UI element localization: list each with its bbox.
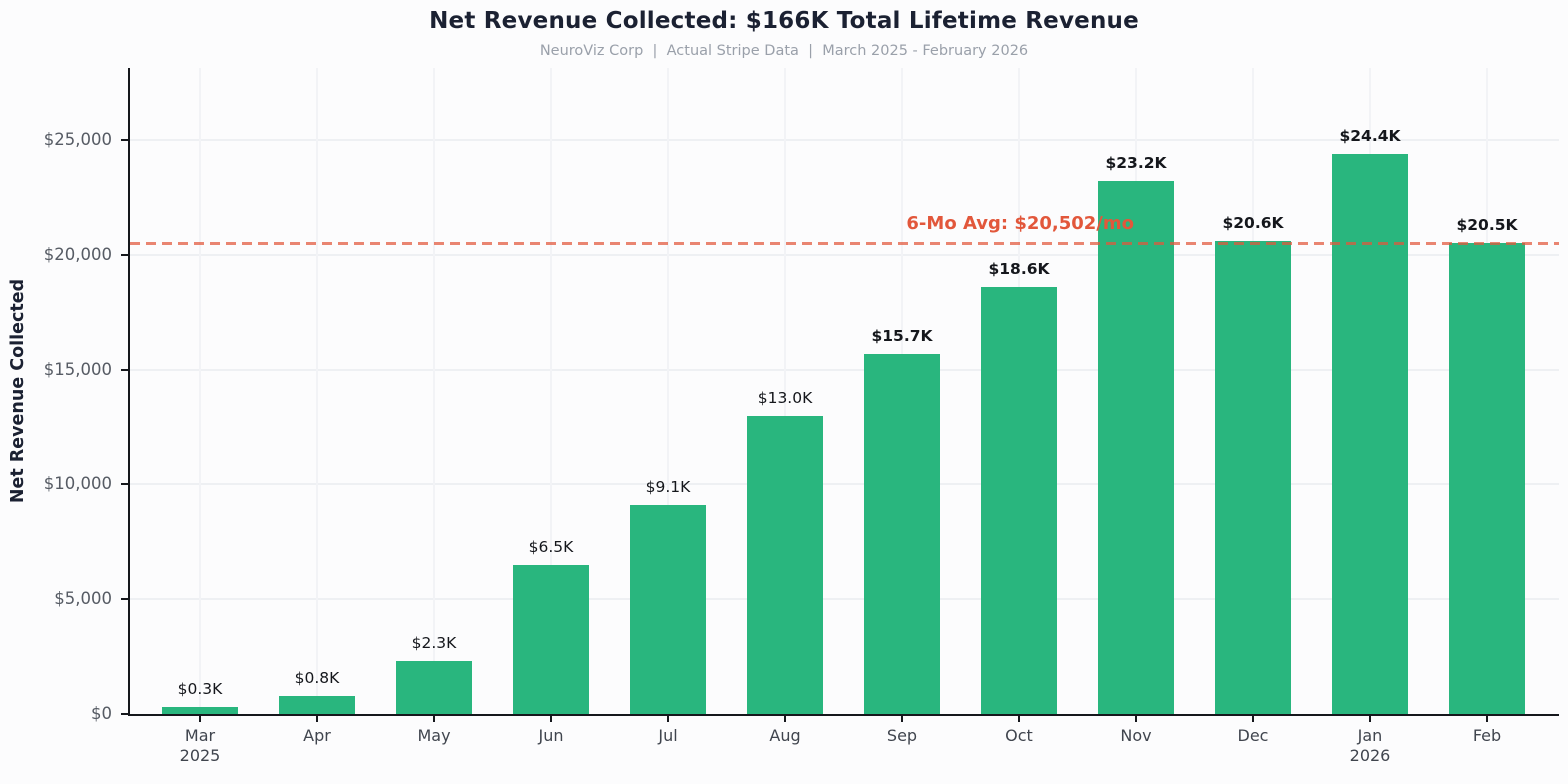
- revenue-bar: [513, 564, 589, 714]
- revenue-bar: [396, 661, 472, 714]
- vertical-gridline: [433, 68, 435, 714]
- revenue-bar: [1098, 181, 1174, 714]
- x-tick-year-sublabel: 2026: [1349, 745, 1391, 765]
- y-axis-tick: [121, 598, 129, 601]
- bar-value-label: $20.5K: [1456, 216, 1518, 235]
- y-tick-label: $5,000: [54, 589, 112, 609]
- y-axis-tick: [121, 713, 129, 715]
- vertical-gridline: [199, 68, 201, 714]
- bar-value-label: $6.5K: [528, 537, 574, 556]
- x-tick-label: Jan 2026: [1312, 726, 1428, 765]
- revenue-bar: [1215, 241, 1291, 714]
- revenue-bar: [279, 695, 355, 714]
- revenue-bar: [864, 353, 940, 714]
- x-tick-label: Nov: [1120, 726, 1152, 745]
- vertical-gridline: [784, 68, 786, 714]
- revenue-bar: [1332, 153, 1408, 714]
- x-tick-label: Sep: [886, 726, 918, 745]
- y-axis-tick: [121, 483, 129, 486]
- y-tick-label: $20,000: [43, 244, 112, 264]
- bar-value-label: $15.7K: [871, 326, 933, 345]
- bar-value-label: $24.4K: [1339, 126, 1401, 145]
- bar-value-label: $13.0K: [757, 388, 813, 407]
- x-tick-label: Aug: [769, 726, 801, 745]
- vertical-gridline: [550, 68, 552, 714]
- horizontal-gridline: [130, 138, 1559, 141]
- bar-value-label: $0.3K: [177, 680, 223, 699]
- revenue-bar: [162, 707, 238, 714]
- y-tick-label: $15,000: [43, 359, 112, 379]
- x-axis-tick: [667, 714, 669, 722]
- x-axis-tick: [1369, 714, 1371, 722]
- x-axis-tick: [199, 714, 201, 722]
- x-tick-label: Jul: [658, 726, 678, 745]
- revenue-bar: [630, 505, 706, 714]
- x-axis-tick: [784, 714, 786, 722]
- x-axis-tick: [316, 714, 318, 722]
- plot-area: 6-Mo Avg: $20,502/mo $0 $5,000 $10,000 $15,…: [44, 68, 1559, 765]
- x-axis-tick: [1135, 714, 1137, 722]
- x-axis-tick: [1018, 714, 1020, 722]
- x-axis-tick: [550, 714, 552, 722]
- bar-value-label: $2.3K: [411, 634, 457, 653]
- bar-value-label: $18.6K: [988, 259, 1050, 278]
- horizontal-gridline: [130, 253, 1559, 256]
- y-tick-label: $10,000: [43, 474, 112, 494]
- y-tick-label: $25,000: [43, 129, 112, 149]
- x-axis-tick: [433, 714, 435, 722]
- x-tick-label: Mar 2025: [142, 726, 258, 765]
- y-tick-label: $0: [91, 704, 112, 723]
- y-axis-label: Net Revenue Collected: [8, 278, 28, 504]
- revenue-bar: [1449, 243, 1525, 714]
- horizontal-gridline: [130, 368, 1559, 371]
- chart-subtitle: NeuroViz Corp | Actual Stripe Data | Mar…: [539, 43, 1029, 59]
- bar-value-label: $20.6K: [1222, 214, 1284, 232]
- average-line: [130, 241, 1559, 245]
- x-tick-label: Apr: [303, 726, 331, 745]
- x-tick-year-sublabel: 2025: [179, 745, 221, 765]
- bar-value-label: $0.8K: [294, 668, 340, 687]
- avg-line-annotation: 6-Mo Avg: $20,502/mo: [906, 213, 1134, 235]
- vertical-gridline: [667, 68, 669, 714]
- x-tick-label: May: [417, 726, 451, 745]
- horizontal-gridline: [130, 483, 1559, 486]
- x-axis-tick: [1486, 714, 1488, 722]
- y-axis-tick: [121, 253, 129, 256]
- y-axis-tick: [121, 138, 129, 141]
- x-axis-tick: [901, 714, 903, 722]
- revenue-bar: [747, 415, 823, 714]
- bar-value-label: $23.2K: [1105, 154, 1167, 173]
- revenue-bar: [981, 286, 1057, 714]
- x-axis-tick: [1252, 714, 1254, 722]
- chart-title: Net Revenue Collected: $166K Total Lifet…: [429, 8, 1139, 34]
- x-tick-label: Jun: [538, 726, 564, 745]
- x-tick-label: Dec: [1237, 726, 1269, 745]
- bar-value-label: $9.1K: [645, 478, 691, 497]
- x-tick-label: Oct: [1005, 726, 1033, 745]
- x-tick-label: Feb: [1472, 726, 1502, 745]
- vertical-gridline: [316, 68, 318, 714]
- y-axis-tick: [121, 368, 129, 371]
- horizontal-gridline: [130, 598, 1559, 601]
